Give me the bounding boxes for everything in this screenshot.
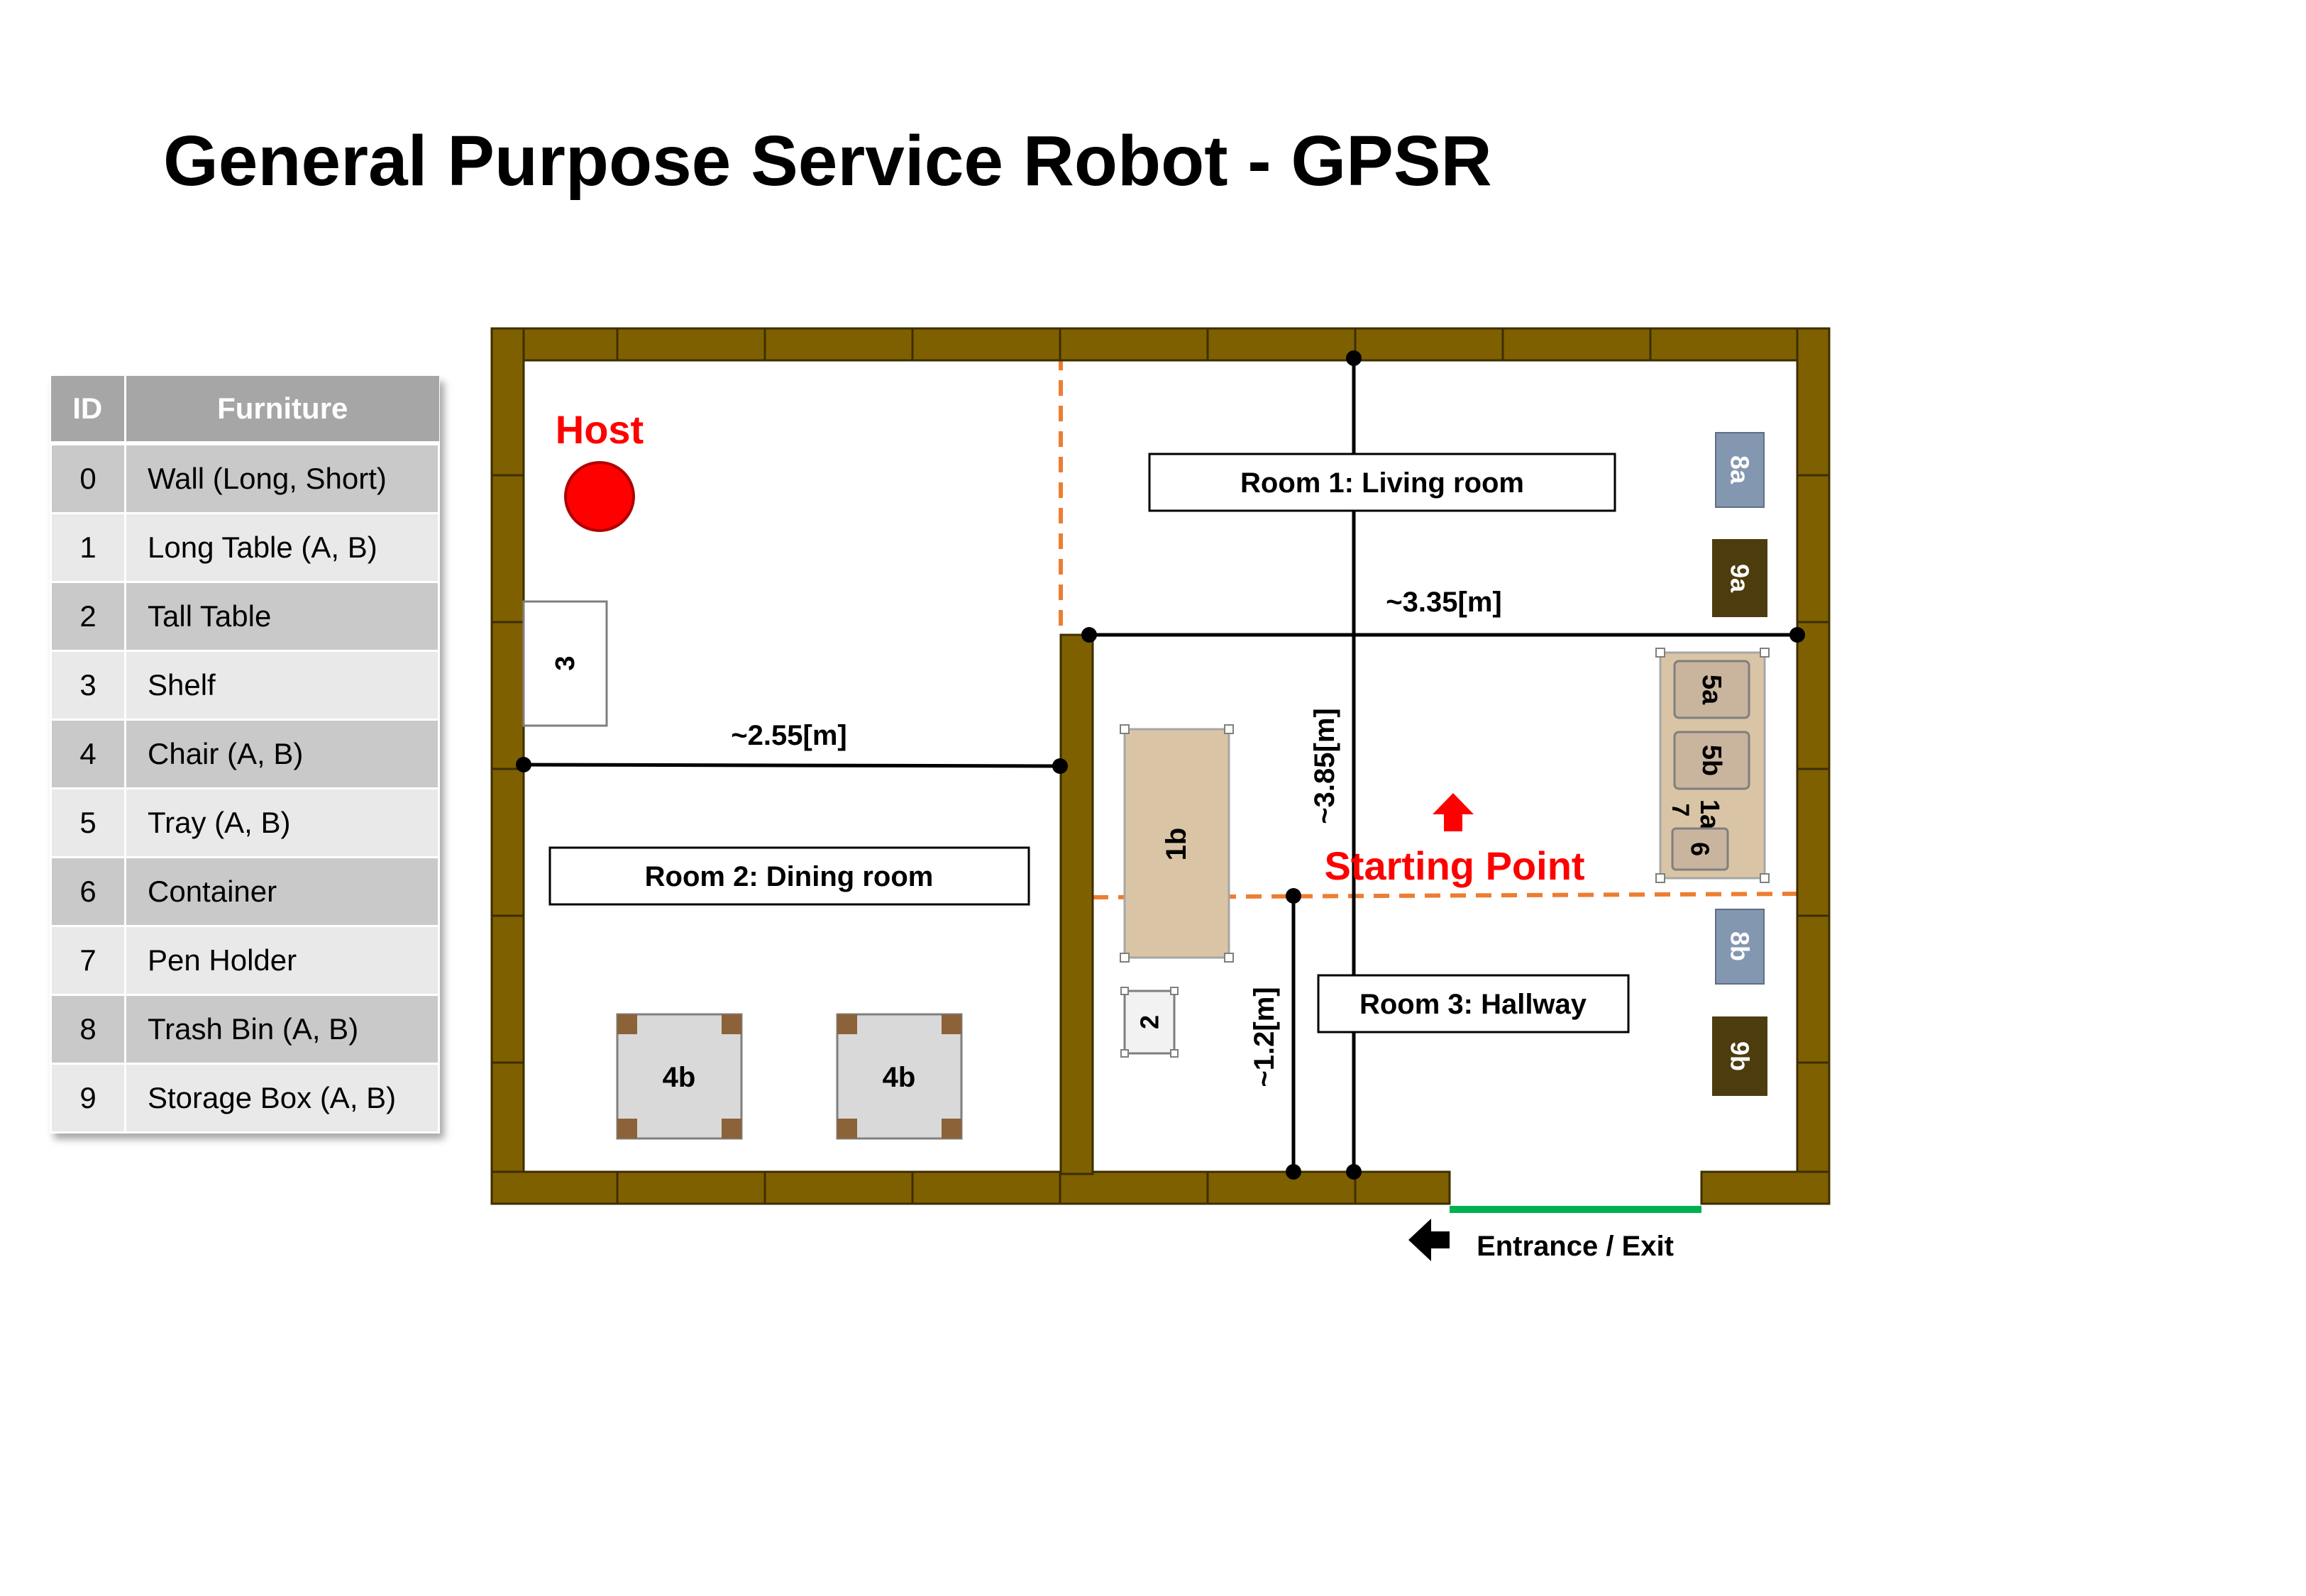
legend-id: 6 <box>50 856 126 927</box>
legend-id: 7 <box>50 925 126 996</box>
host-marker <box>564 461 635 532</box>
storage-box-b-label: 9b <box>1726 1041 1755 1071</box>
inner-wall <box>1059 633 1094 1175</box>
legend-name: Trash Bin (A, B) <box>124 994 440 1065</box>
host-label: Host <box>556 407 644 452</box>
long-table-b-label: 1b <box>1161 828 1192 861</box>
trash-bin-a-label: 8a <box>1726 455 1755 484</box>
legend-row: 2 Tall Table <box>50 581 440 652</box>
legend-id: 2 <box>50 581 126 652</box>
legend-row: 7 Pen Holder <box>50 925 440 996</box>
tall-table-label: 2 <box>1135 1015 1164 1029</box>
legend-id: 8 <box>50 994 126 1065</box>
tray-a-label: 5a <box>1697 675 1726 705</box>
long-table-a-label: 1a <box>1694 799 1724 830</box>
legend-id: 5 <box>50 787 126 858</box>
legend-name: Chair (A, B) <box>124 719 440 789</box>
legend-row: 3 Shelf <box>50 650 440 721</box>
legend-row: 1 Long Table (A, B) <box>50 512 440 583</box>
storage-box-b: 9b <box>1712 1016 1767 1096</box>
container: 6 <box>1671 827 1729 871</box>
tray-a: 5a <box>1673 660 1750 719</box>
pen-holder-label: 7 <box>1667 804 1694 817</box>
start-label: Starting Point <box>1324 843 1584 888</box>
legend-name: Tall Table <box>124 581 440 652</box>
legend-row: 5 Tray (A, B) <box>50 787 440 858</box>
storage-box-a: 9a <box>1712 539 1767 617</box>
legend-header-furniture: Furniture <box>125 376 439 445</box>
long-table-b: 1b <box>1120 724 1234 963</box>
start-arrow-icon <box>1433 793 1474 831</box>
living-hallway-divider <box>1092 892 1803 899</box>
room-label-hallway-text: Room 3: Hallway <box>1359 989 1587 1020</box>
chair-b-right-label: 4b <box>883 1062 916 1093</box>
exit-arrow-icon <box>1408 1219 1450 1261</box>
legend-name: Shelf <box>124 650 440 721</box>
legend-row: 9 Storage Box (A, B) <box>50 1063 440 1134</box>
legend-id: 3 <box>50 650 126 721</box>
dimension-label-width-living: ~3.35[m] <box>1386 587 1501 618</box>
shelf-label: 3 <box>551 655 580 670</box>
legend-name: Tray (A, B) <box>124 787 440 858</box>
dimension-label-length: ~3.85[m] <box>1309 708 1340 824</box>
chair-b-right: 4b <box>836 1013 963 1140</box>
dimension-label-width-dining: ~2.55[m] <box>731 720 846 751</box>
legend-id: 1 <box>50 512 126 583</box>
container-label: 6 <box>1686 842 1715 856</box>
legend-row: 8 Trash Bin (A, B) <box>50 994 440 1065</box>
legend-row: 6 Container <box>50 856 440 927</box>
tray-b-label: 5b <box>1697 745 1726 776</box>
tall-table: 2 <box>1120 987 1179 1058</box>
legend-name: Long Table (A, B) <box>124 512 440 583</box>
legend-header-id: ID <box>50 376 126 445</box>
legend-id: 4 <box>50 719 126 789</box>
room-label-dining: Room 2: Dining room <box>548 846 1030 906</box>
trash-bin-b: 8b <box>1715 909 1765 985</box>
legend-name: Pen Holder <box>124 925 440 996</box>
legend-id: 9 <box>50 1063 126 1134</box>
chair-b-left: 4b <box>616 1013 743 1140</box>
legend-name: Container <box>124 856 440 927</box>
furniture-legend: ID Furniture 0 Wall (Long, Short) 1 Long T… <box>50 376 440 1134</box>
storage-box-a-label: 9a <box>1726 564 1755 593</box>
legend-name: Wall (Long, Short) <box>124 442 440 514</box>
room-label-dining-text: Room 2: Dining room <box>645 861 934 892</box>
legend-name: Storage Box (A, B) <box>124 1063 440 1134</box>
trash-bin-a: 8a <box>1715 432 1765 508</box>
dimension-label-hallway: ~1.2[m] <box>1249 987 1280 1087</box>
room-label-living-text: Room 1: Living room <box>1240 467 1524 499</box>
trash-bin-b-label: 8b <box>1726 931 1755 961</box>
legend-row: 0 Wall (Long, Short) <box>50 442 440 514</box>
entrance-label: Entrance / Exit <box>1477 1231 1674 1262</box>
dimension-endpoints <box>516 350 1805 1180</box>
legend-id: 0 <box>50 442 126 514</box>
room-label-living: Room 1: Living room <box>1148 453 1616 512</box>
legend-row: 4 Chair (A, B) <box>50 719 440 789</box>
page-title: General Purpose Service Robot - GPSR <box>163 121 1492 201</box>
outer-wall <box>490 327 1831 1205</box>
tray-b: 5b <box>1673 731 1750 790</box>
shelf: 3 <box>522 600 608 727</box>
chair-b-left-label: 4b <box>663 1062 696 1093</box>
room-label-hallway: Room 3: Hallway <box>1317 974 1630 1033</box>
